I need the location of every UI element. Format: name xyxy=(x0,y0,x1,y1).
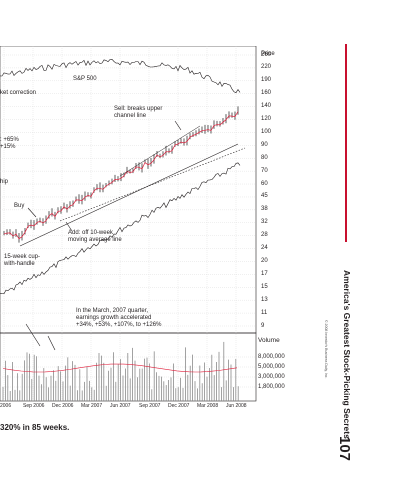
price-tick-label: 15 xyxy=(261,283,268,290)
page-number-text: 107 xyxy=(336,436,353,462)
date-tick-label: Sep 2007 xyxy=(139,403,161,409)
price-tick-label: 24 xyxy=(261,245,268,252)
sp500-line xyxy=(0,58,241,94)
red-accent-rule xyxy=(345,44,347,242)
price-tick-label: 80 xyxy=(261,154,268,161)
volume-tick-label: 5,000,000 xyxy=(258,363,285,370)
price-tick-label: 32 xyxy=(261,219,268,226)
earnings-label-line2: earnings growth accelerated xyxy=(76,315,152,321)
price-tick-label: 260 xyxy=(261,51,272,58)
price-tick-label: 28 xyxy=(261,232,268,239)
price-tick-label: 190 xyxy=(261,77,272,84)
date-tick-label: Mar 2007 xyxy=(81,403,103,409)
earnings-label-line3: +34%, +53%, +107%, to +126% xyxy=(76,322,162,328)
volume-tick-label: 1,800,000 xyxy=(258,383,285,390)
buy-label: Buy xyxy=(14,203,25,209)
price-tick-label: 9 xyxy=(261,322,265,329)
price-red-line xyxy=(3,111,239,240)
annotation-arrow xyxy=(27,207,37,218)
price-tick-label: 140 xyxy=(261,103,272,110)
date-tick-label: Mar 2008 xyxy=(197,403,219,409)
annotation-arrow xyxy=(174,120,182,131)
copyright-text: © 2008 Investor's Business Daily, Inc. xyxy=(324,320,328,379)
sell-label-line2: channel line xyxy=(114,113,147,119)
ship-label: hip xyxy=(0,179,9,185)
annotation-arrows xyxy=(25,120,182,351)
side-book-title: America's Greatest Stock-Picking Secrets xyxy=(338,270,352,439)
volume-average-line xyxy=(2,363,238,373)
add-label-line1: Add: off 10-week xyxy=(68,230,113,236)
date-tick-label: Dec 2006 xyxy=(52,403,74,409)
price-tick-label: 17 xyxy=(261,270,268,277)
copyright-notice: © 2008 Investor's Business Daily, Inc. xyxy=(322,320,330,410)
relative-strength-line xyxy=(0,162,241,295)
upper-channel-line xyxy=(119,125,201,177)
price-tick-label: 90 xyxy=(261,141,268,148)
sell-label-line1: Sell: breaks upper xyxy=(114,106,163,112)
date-tick-label: Sep 2006 xyxy=(23,403,45,409)
moving-average-10wk xyxy=(19,143,239,247)
price-tick-label: 220 xyxy=(261,64,272,71)
price-tick-label: 60 xyxy=(261,180,268,187)
stock-chart-svg xyxy=(0,45,257,402)
price-tick-label: 120 xyxy=(261,116,272,123)
date-tick-label: Jun 2008 xyxy=(226,403,247,409)
cup-label-line1: 15-week cup- xyxy=(4,254,41,260)
volume-axis-title: Volume xyxy=(258,337,280,344)
stock-chart: 260 220 190 160 140 120 100 90 80 70 60 45 38 32 28 24 2… xyxy=(0,45,300,410)
price-tick-label: 20 xyxy=(261,257,268,264)
cup-label-line2: with-handle xyxy=(4,261,35,267)
annotation-arrow xyxy=(47,335,56,351)
date-tick-label: Jun 2007 xyxy=(110,403,131,409)
price-bars xyxy=(3,106,239,243)
price-tick-label: 38 xyxy=(261,206,268,213)
price-tick-label: 45 xyxy=(261,193,268,200)
side-book-title-text: America's Greatest Stock-Picking Secrets xyxy=(342,270,352,439)
annotation-arrow xyxy=(65,221,73,232)
figure-caption: 320% in 85 weeks. xyxy=(0,423,70,432)
pct-label-line2: +15% xyxy=(0,144,16,150)
moving-average-40wk xyxy=(59,147,246,222)
annotation-arrow xyxy=(25,323,41,347)
price-tick-label: 160 xyxy=(261,90,272,97)
relative-strength-polyline xyxy=(0,162,241,295)
earnings-label-line1: In the March, 2007 quarter, xyxy=(76,308,149,314)
volume-average-polyline xyxy=(2,363,238,373)
price-axis-title: Price xyxy=(261,51,275,57)
sp500-label: S&P 500 xyxy=(73,76,97,82)
add-label-line2: moving average line xyxy=(68,237,122,243)
price-tick-label: 100 xyxy=(261,128,272,135)
sp500-polyline xyxy=(0,58,241,94)
price-panel-frame xyxy=(0,45,257,334)
market-correction-label: ket correction xyxy=(0,90,37,96)
pct-label-line1: : +65% xyxy=(0,137,19,143)
volume-tick-label: 8,000,000 xyxy=(258,353,285,360)
grid-lines xyxy=(0,46,256,401)
price-tick-label: 70 xyxy=(261,167,268,174)
price-tick-label: 13 xyxy=(261,296,268,303)
page-number: 107 xyxy=(333,436,353,466)
price-tick-label: 11 xyxy=(261,309,268,316)
moving-average-lines xyxy=(19,125,246,247)
date-tick-label: 2006 xyxy=(0,403,12,409)
volume-tick-label: 3,000,000 xyxy=(258,373,285,380)
volume-bars xyxy=(2,341,239,401)
date-tick-label: Dec 2007 xyxy=(168,403,190,409)
